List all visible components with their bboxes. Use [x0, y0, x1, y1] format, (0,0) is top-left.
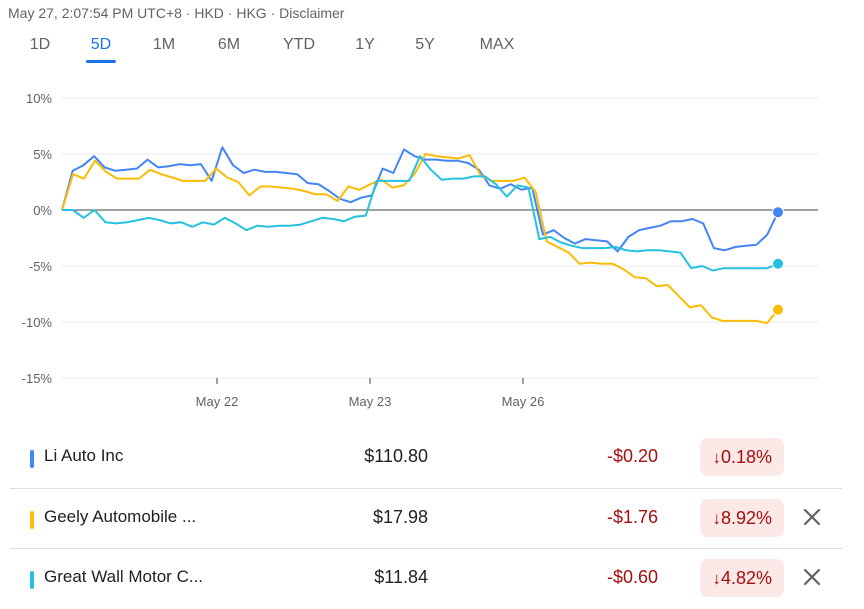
y-tick-label: 5% [33, 147, 52, 162]
tab-1m[interactable]: 1M [152, 36, 176, 53]
y-tick-label: 0% [33, 203, 52, 218]
stock-change: -$1.76 [606, 507, 658, 527]
series-line-gwm [62, 155, 779, 272]
x-tick-label: May 22 [196, 394, 239, 409]
stock-row-li-auto[interactable]: Li Auto Inc $110.80 -$0.20 ↓0.18% [10, 428, 842, 488]
stock-name: Great Wall Motor C... [44, 567, 204, 586]
x-tick-label: May 26 [502, 394, 545, 409]
active-tab-indicator [86, 60, 116, 63]
timestamp-disclaimer: May 27, 2:07:54 PM UTC+8 · HKD · HKG · D… [8, 5, 345, 21]
stock-change: -$0.60 [606, 567, 658, 587]
percent-change-badge: ↓8.92% [700, 499, 784, 537]
percent-change-badge: ↓4.82% [700, 559, 784, 597]
x-tick-label: May 23 [349, 394, 392, 409]
series-endpoint-geely [772, 303, 784, 316]
y-tick-label: -15% [22, 371, 53, 386]
stock-price: $11.84 [374, 567, 428, 587]
arrow-down-icon: ↓ [712, 509, 721, 528]
series-endpoint-li [772, 206, 784, 219]
stock-price: $17.98 [372, 507, 428, 527]
stock-name: Geely Automobile ... [44, 507, 197, 526]
stock-name: Li Auto Inc [44, 446, 124, 465]
close-icon[interactable] [802, 507, 822, 527]
tab-1d[interactable]: 1D [29, 36, 51, 53]
stock-row-great-wall[interactable]: Great Wall Motor C... $11.84 -$0.60 ↓4.8… [10, 548, 842, 609]
y-tick-label: -5% [29, 259, 53, 274]
percent-change-value: 8.92% [720, 508, 772, 528]
tab-5d[interactable]: 5D [90, 36, 112, 53]
stock-price: $110.80 [364, 446, 428, 466]
tab-5y[interactable]: 5Y [415, 36, 435, 53]
stock-change: -$0.20 [606, 446, 658, 466]
comparison-line-chart[interactable]: 10% 5% 0% -5% -10% -15% May 22 May 23 May 26 [0, 88, 864, 418]
stock-row-geely[interactable]: Geely Automobile ... $17.98 -$1.76 ↓8.92… [10, 488, 842, 549]
range-tabs: 1D 5D 1M 6M YTD 1Y 5Y MAX [0, 36, 560, 66]
percent-change-badge: ↓0.18% [700, 438, 784, 476]
tab-max[interactable]: MAX [479, 36, 515, 53]
percent-change-value: 4.82% [720, 568, 772, 588]
series-line-geely [61, 153, 779, 325]
tab-1y[interactable]: 1Y [355, 36, 375, 53]
y-tick-label: -10% [22, 315, 53, 330]
y-tick-label: 10% [26, 91, 52, 106]
close-icon[interactable] [802, 567, 822, 587]
arrow-down-icon: ↓ [712, 448, 721, 467]
tab-6m[interactable]: 6M [217, 36, 241, 53]
tab-ytd[interactable]: YTD [283, 36, 315, 53]
series-endpoint-gwm [772, 257, 784, 270]
series-color-swatch [30, 450, 34, 468]
series-color-swatch [30, 511, 34, 529]
arrow-down-icon: ↓ [712, 569, 721, 588]
percent-change-value: 0.18% [720, 447, 772, 467]
series-color-swatch [30, 571, 34, 589]
